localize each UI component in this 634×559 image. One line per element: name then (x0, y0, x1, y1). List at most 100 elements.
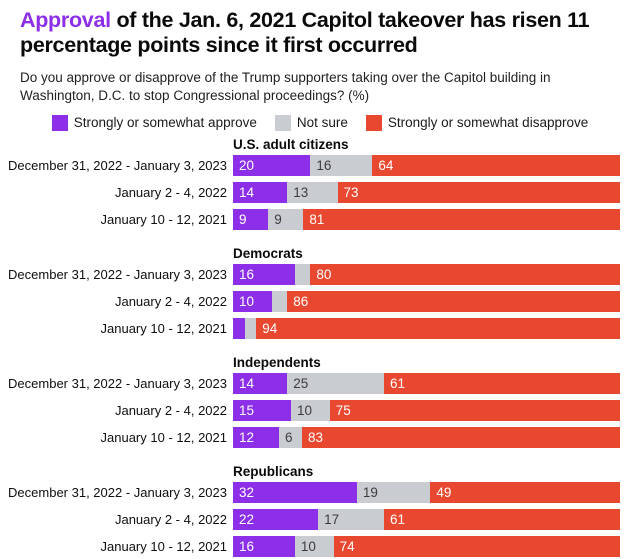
chart-row: January 2 - 4, 2022 14 13 73 (20, 181, 621, 203)
group-header: Independents (233, 354, 321, 370)
chart-title: Approval of the Jan. 6, 2021 Capitol tak… (20, 8, 620, 58)
bar-segment-not_sure: 13 (287, 181, 338, 203)
row-period-label: January 2 - 4, 2022 (114, 184, 227, 200)
segment-value-label: 61 (389, 375, 405, 391)
stacked-bar: 14 25 61 (233, 372, 620, 394)
bar-segment-approve (233, 317, 245, 339)
bar-segment-approve: 20 (233, 154, 311, 176)
bar-segment-not_sure: 10 (294, 535, 334, 557)
disapprove-swatch-icon (365, 114, 382, 131)
chart-row: January 10 - 12, 2021 9 9 81 (20, 208, 621, 230)
segment-value-label: 10 (297, 402, 313, 418)
segment-value-label: 14 (239, 375, 255, 391)
segment-value-label: 49 (436, 484, 452, 500)
segment-value-label: 16 (239, 538, 255, 554)
segment-value-label: 10 (300, 538, 316, 554)
bar-segment-not_sure: 10 (291, 399, 330, 421)
legend-label-disapprove: Strongly or somewhat disapprove (387, 115, 589, 131)
bar-segment-approve: 15 (233, 399, 292, 421)
bar-segment-disapprove: 64 (372, 154, 621, 176)
bar-segment-not_sure: 16 (310, 154, 373, 176)
group-header: U.S. adult citizens (233, 136, 349, 152)
segment-value-label: 15 (239, 402, 255, 418)
legend-item-not-sure: Not sure (274, 114, 348, 131)
bar-segment-not_sure: 9 (268, 208, 304, 230)
bar-segment-disapprove: 83 (301, 426, 620, 448)
chart-row: January 10 - 12, 2021 16 10 74 (20, 535, 620, 557)
chart-row: December 31, 2022 - January 3, 2023 14 25 6… (8, 372, 620, 394)
segment-value-label: 9 (239, 211, 247, 227)
row-period-label: December 31, 2022 - January 3, 2023 (8, 266, 227, 282)
row-period-label: January 10 - 12, 2021 (100, 320, 227, 336)
row-period-label: December 31, 2022 - January 3, 2023 (8, 375, 227, 391)
bar-segment-disapprove: 94 (256, 317, 620, 339)
chart-row: January 10 - 12, 2021 12 6 83 (20, 426, 620, 448)
row-period-label: January 2 - 4, 2022 (114, 511, 227, 527)
bar-segment-disapprove: 74 (333, 535, 620, 557)
legend-item-disapprove: Strongly or somewhat disapprove (365, 114, 589, 131)
segment-value-label: 16 (316, 157, 332, 173)
segment-value-label: 13 (293, 184, 309, 200)
segment-value-label: 20 (239, 157, 255, 173)
group-header: Democrats (233, 245, 303, 261)
segment-value-label: 64 (378, 157, 394, 173)
bar-segment-disapprove: 61 (383, 508, 620, 530)
chart-group: U.S. adult citizens December 31, 2022 - J… (8, 136, 621, 230)
row-period-label: January 2 - 4, 2022 (114, 293, 227, 309)
segment-value-label: 75 (335, 402, 351, 418)
segment-value-label: 19 (362, 484, 378, 500)
bar-segment-approve: 16 (233, 535, 295, 557)
bar-segment-not_sure: 25 (287, 372, 384, 394)
chart-row: December 31, 2022 - January 3, 2023 32 19 4… (8, 481, 620, 503)
segment-value-label: 10 (239, 293, 255, 309)
stacked-bar: 16 80 (233, 263, 620, 285)
segment-value-label: 6 (284, 429, 293, 445)
chart-group: Democrats December 31, 2022 - January 3, … (8, 245, 620, 339)
bar-segment-not_sure: 19 (356, 481, 431, 503)
segment-value-label: 17 (324, 511, 340, 527)
segment-value-label: 14 (239, 184, 255, 200)
segment-value-label: 12 (239, 429, 255, 445)
legend-label-approve: Strongly or somewhat approve (73, 115, 257, 131)
row-period-label: January 10 - 12, 2021 (100, 538, 227, 554)
segment-value-label: 9 (274, 211, 282, 227)
not-sure-swatch-icon (274, 114, 291, 131)
bar-segment-approve: 16 (233, 263, 295, 285)
chart-groups: U.S. adult citizens December 31, 2022 - J… (8, 136, 621, 557)
bar-segment-not_sure (271, 290, 288, 312)
stacked-bar: 22 17 61 (233, 508, 620, 530)
bar-segment-approve: 14 (233, 181, 288, 203)
chart-row: December 31, 2022 - January 3, 2023 20 16 6… (8, 154, 621, 176)
chart-title-accent-word: Approval (20, 8, 111, 32)
stacked-bar: 12 6 83 (233, 426, 620, 448)
segment-value-label: 80 (316, 266, 332, 282)
row-period-label: January 10 - 12, 2021 (100, 429, 227, 445)
bar-segment-disapprove: 81 (303, 208, 621, 230)
bar-segment-disapprove: 86 (287, 290, 620, 312)
bar-segment-disapprove: 75 (329, 399, 620, 421)
group-header: Republicans (233, 463, 314, 479)
stacked-bar: 9 9 81 (233, 208, 621, 230)
chart-row: December 31, 2022 - January 3, 2023 16 80 (8, 263, 620, 285)
stacked-bar: 14 13 73 (233, 181, 621, 203)
segment-value-label: 83 (307, 429, 323, 445)
segment-value-label: 16 (239, 266, 255, 282)
row-period-label: January 2 - 4, 2022 (114, 402, 227, 418)
approve-swatch-icon (51, 114, 68, 131)
bar-segment-not_sure: 17 (318, 508, 384, 530)
stacked-bar: 10 86 (233, 290, 620, 312)
segment-value-label: 22 (239, 511, 255, 527)
bar-segment-approve: 12 (233, 426, 279, 448)
segment-value-label: 32 (239, 484, 255, 500)
bar-segment-approve: 32 (233, 481, 357, 503)
row-period-label: December 31, 2022 - January 3, 2023 (8, 157, 227, 173)
chart-row: January 10 - 12, 2021 94 (20, 317, 620, 339)
chart-group: Republicans December 31, 2022 - January 3… (8, 463, 620, 557)
chart-legend: Strongly or somewhat approve Not sure St… (20, 114, 620, 131)
bar-segment-approve: 22 (233, 508, 319, 530)
legend-item-approve: Strongly or somewhat approve (51, 114, 257, 131)
segment-value-label: 74 (339, 538, 355, 554)
segment-value-label: 25 (293, 375, 309, 391)
bar-segment-approve: 10 (233, 290, 272, 312)
